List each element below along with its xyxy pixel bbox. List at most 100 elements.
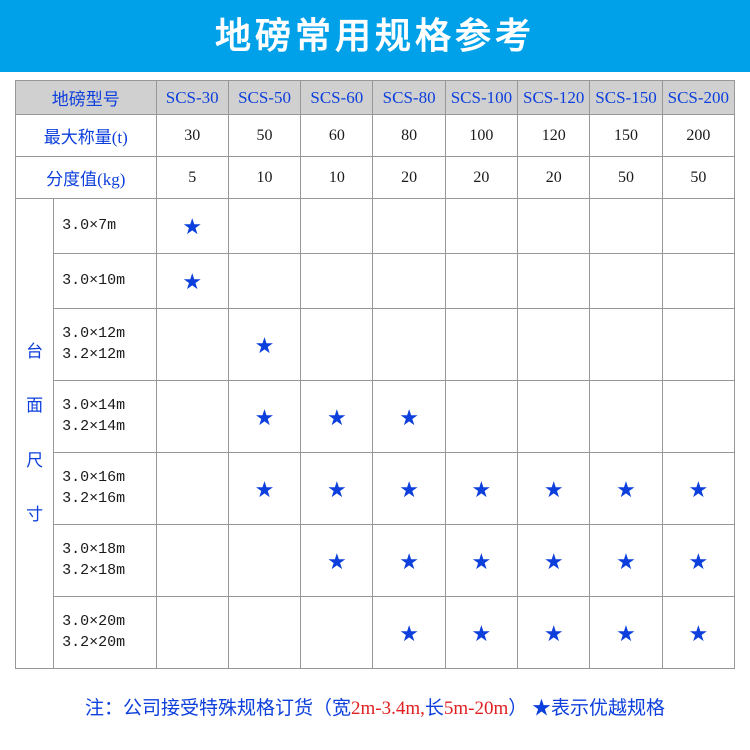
- division-val: 10: [228, 157, 300, 199]
- star-icon: ★: [472, 621, 492, 646]
- max-weight-val: 120: [518, 115, 590, 157]
- empty-cell: [445, 381, 517, 453]
- division-label: 分度值(kg): [16, 157, 157, 199]
- model-col: SCS-50: [228, 81, 300, 115]
- empty-cell: [373, 254, 445, 309]
- star-cell: ★: [518, 525, 590, 597]
- star-icon: ★: [327, 405, 347, 430]
- star-cell: ★: [590, 597, 662, 669]
- size-label: 3.0×10m: [54, 254, 156, 309]
- table-row: 3.0×16m3.2×16m★★★★★★★: [16, 453, 735, 525]
- star-icon: ★: [616, 621, 636, 646]
- star-icon: ★: [255, 477, 275, 502]
- size-label: 3.0×14m3.2×14m: [54, 381, 156, 453]
- max-weight-val: 100: [445, 115, 517, 157]
- star-icon: ★: [182, 269, 202, 294]
- model-header: 地磅型号: [16, 81, 157, 115]
- footer-red1: 2m-3.4m,: [351, 698, 425, 719]
- star-icon: ★: [688, 549, 708, 574]
- star-icon: ★: [399, 621, 419, 646]
- star-cell: ★: [662, 453, 734, 525]
- size-label: 3.0×12m3.2×12m: [54, 309, 156, 381]
- star-icon: ★: [544, 477, 564, 502]
- star-icon: ★: [616, 549, 636, 574]
- star-cell: ★: [445, 597, 517, 669]
- footer-suffix: ） ★表示优越规格: [508, 698, 665, 719]
- division-val: 50: [662, 157, 734, 199]
- table-row: 3.0×10m ★: [16, 254, 735, 309]
- model-col: SCS-120: [518, 81, 590, 115]
- empty-cell: [301, 309, 373, 381]
- division-val: 10: [301, 157, 373, 199]
- star-icon: ★: [688, 621, 708, 646]
- star-icon: ★: [688, 477, 708, 502]
- empty-cell: [301, 199, 373, 254]
- footer-mid: 长: [425, 698, 444, 719]
- star-cell: ★: [301, 525, 373, 597]
- size-label: 3.0×20m3.2×20m: [54, 597, 156, 669]
- platform-size-header: 台面尺寸: [16, 199, 54, 669]
- division-val: 20: [518, 157, 590, 199]
- star-cell: ★: [373, 381, 445, 453]
- empty-cell: [518, 381, 590, 453]
- empty-cell: [373, 309, 445, 381]
- empty-cell: [518, 254, 590, 309]
- star-cell: ★: [373, 525, 445, 597]
- table-row: 3.0×18m3.2×18m ★ ★ ★ ★ ★ ★: [16, 525, 735, 597]
- max-weight-val: 50: [228, 115, 300, 157]
- division-val: 20: [445, 157, 517, 199]
- empty-cell: [590, 254, 662, 309]
- star-cell: ★: [662, 597, 734, 669]
- max-weight-val: 60: [301, 115, 373, 157]
- footer-prefix: 注：公司接受特殊规格订货（宽: [85, 698, 351, 719]
- max-weight-val: 200: [662, 115, 734, 157]
- division-val: 50: [590, 157, 662, 199]
- max-weight-val: 30: [156, 115, 228, 157]
- empty-cell: [445, 254, 517, 309]
- star-icon: ★: [472, 549, 492, 574]
- star-icon: ★: [327, 477, 347, 502]
- star-icon: ★: [544, 621, 564, 646]
- star-cell: ★: [590, 453, 662, 525]
- empty-cell: [662, 199, 734, 254]
- max-weight-val: 80: [373, 115, 445, 157]
- empty-cell: [228, 597, 300, 669]
- star-cell: ★: [301, 453, 373, 525]
- star-icon: ★: [255, 333, 275, 358]
- table-row: 3.0×14m3.2×14m ★ ★ ★: [16, 381, 735, 453]
- star-cell: ★: [590, 525, 662, 597]
- star-icon: ★: [616, 477, 636, 502]
- empty-cell: [518, 309, 590, 381]
- star-cell: ★: [156, 254, 228, 309]
- star-cell: ★: [228, 309, 300, 381]
- empty-cell: [518, 199, 590, 254]
- star-cell: ★: [228, 453, 300, 525]
- empty-cell: [590, 309, 662, 381]
- footer-note: 注：公司接受特殊规格订货（宽2m-3.4m,长5m-20m） ★表示优越规格: [15, 693, 735, 720]
- star-cell: ★: [373, 597, 445, 669]
- model-col: SCS-200: [662, 81, 734, 115]
- empty-cell: [301, 597, 373, 669]
- star-cell: ★: [156, 199, 228, 254]
- empty-cell: [228, 254, 300, 309]
- empty-cell: [445, 309, 517, 381]
- empty-cell: [228, 199, 300, 254]
- division-val: 5: [156, 157, 228, 199]
- empty-cell: [228, 525, 300, 597]
- size-label: 3.0×16m3.2×16m: [54, 453, 156, 525]
- empty-cell: [662, 254, 734, 309]
- star-icon: ★: [399, 549, 419, 574]
- star-icon: ★: [255, 405, 275, 430]
- empty-cell: [445, 199, 517, 254]
- table-row: 3.0×12m3.2×12m ★: [16, 309, 735, 381]
- empty-cell: [156, 597, 228, 669]
- table-row: 3.0×20m3.2×20m ★ ★ ★ ★ ★: [16, 597, 735, 669]
- model-col: SCS-80: [373, 81, 445, 115]
- empty-cell: [590, 199, 662, 254]
- empty-cell: [156, 453, 228, 525]
- size-label: 3.0×18m3.2×18m: [54, 525, 156, 597]
- footer-red2: 5m-20m: [444, 698, 508, 719]
- empty-cell: [590, 381, 662, 453]
- star-cell: ★: [518, 453, 590, 525]
- star-cell: ★: [518, 597, 590, 669]
